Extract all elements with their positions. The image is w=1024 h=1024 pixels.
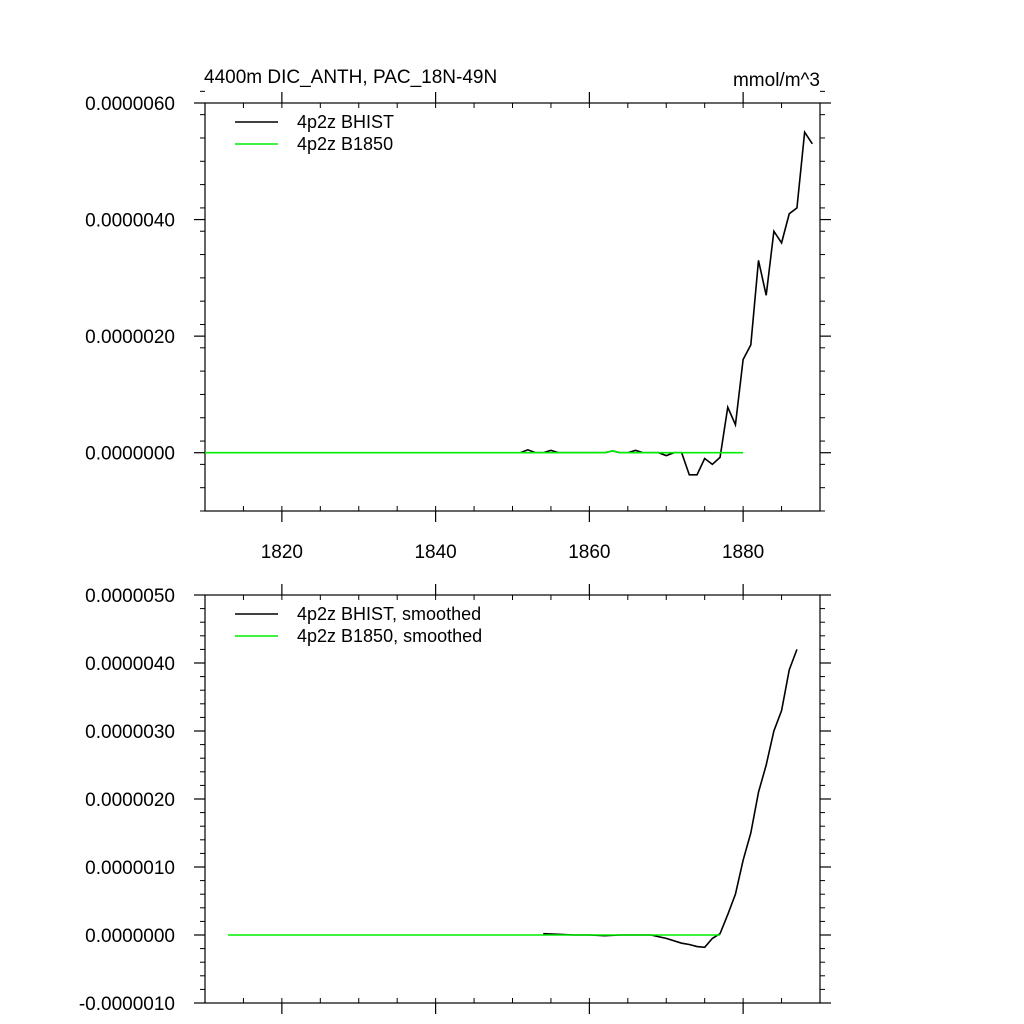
series-line xyxy=(543,649,798,949)
y-tick-label: 0.0000020 xyxy=(85,790,175,811)
x-tick-label: 1880 xyxy=(722,542,764,563)
x-tick-label: 1860 xyxy=(568,542,610,563)
y-tick-label: 0.0000000 xyxy=(85,444,175,465)
y-tick-label: 0.0000060 xyxy=(85,94,175,115)
y-tick-label: 0.0000040 xyxy=(85,211,175,232)
y-tick-label: 0.0000020 xyxy=(85,327,175,348)
series-line xyxy=(519,129,813,476)
y-tick-label: 0.0000030 xyxy=(85,722,175,743)
bottom-panel: -0.0000010 0.0000000 0.0000010 0.0000020 0.0… xyxy=(79,584,831,1015)
legend-label: 4p2z BHIST xyxy=(297,112,394,132)
y-tick-label: -0.0000010 xyxy=(79,994,175,1015)
y-tick-label: 0.0000040 xyxy=(85,654,175,675)
top-panel: 4400m DIC_ANTH, PAC_18N-49N mmol/m^3 182… xyxy=(85,67,831,563)
x-tick-label: 1840 xyxy=(414,542,456,563)
y-tick-label: 0.0000050 xyxy=(85,586,175,607)
y-tick-label: 0.0000000 xyxy=(85,926,175,947)
panel-title: 4400m DIC_ANTH, PAC_18N-49N xyxy=(204,67,497,88)
legend-label: 4p2z B1850 xyxy=(297,134,393,154)
legend-label: 4p2z BHIST, smoothed xyxy=(297,604,481,624)
plot-area: 1820 1840 1860 1880 0.0000000 0.0000020 0.0000… xyxy=(85,90,831,563)
y-tick-label: 0.0000010 xyxy=(85,858,175,879)
series-line xyxy=(205,450,744,454)
legend-label: 4p2z B1850, smoothed xyxy=(297,626,482,646)
units-label: mmol/m^3 xyxy=(733,70,820,91)
plot-frame xyxy=(204,594,821,1004)
plot-area: -0.0000010 0.0000000 0.0000010 0.0000020 0.0… xyxy=(79,584,831,1015)
x-tick-label: 1820 xyxy=(261,542,303,563)
plot-frame xyxy=(204,102,821,512)
